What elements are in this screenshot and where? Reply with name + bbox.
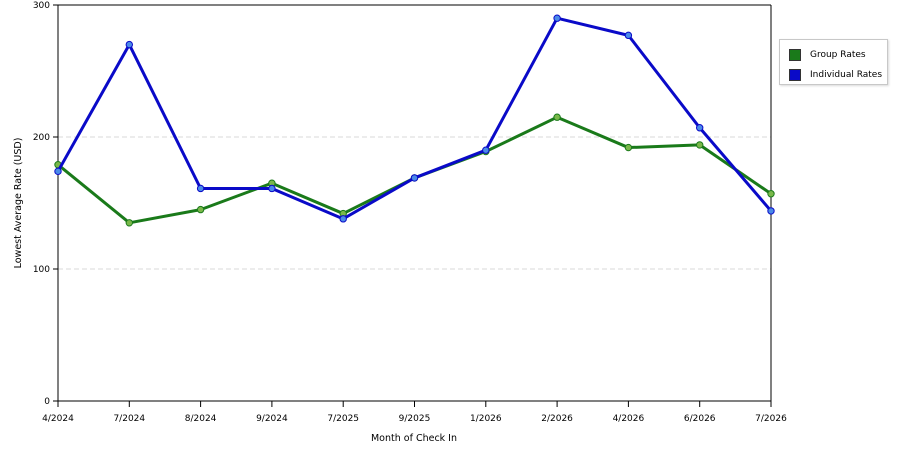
x-tick-label: 4/2024: [42, 414, 74, 424]
legend-item-group-rates: Group Rates: [789, 48, 866, 62]
x-tick-label: 7/2026: [755, 414, 787, 424]
y-ticks: 0 100 200 300: [33, 1, 58, 407]
data-point: [553, 14, 561, 22]
data-point: [410, 174, 419, 182]
x-tick-label: 7/2024: [113, 414, 145, 424]
series-1: [54, 14, 775, 223]
data-point: [482, 146, 490, 154]
x-tick-label: 2/2026: [541, 414, 573, 424]
x-axis-title: Month of Check In: [371, 433, 457, 444]
gridlines: [58, 136, 771, 270]
data-point: [553, 113, 561, 121]
x-ticks: 4/2024 7/2024 8/2024 9/2024 7/2025 9/2025 1/20…: [42, 401, 787, 424]
data-point: [196, 184, 205, 193]
x-tick-label: 6/2026: [684, 414, 716, 424]
data-point: [268, 184, 276, 193]
data-point: [54, 167, 62, 176]
y-tick-label: 300: [33, 1, 50, 11]
legend-swatch-individual-rates: [789, 69, 801, 81]
data-point: [339, 215, 347, 223]
x-tick-label: 4/2026: [613, 414, 645, 424]
data-point: [767, 207, 775, 215]
y-tick-label: 100: [33, 265, 50, 275]
series-line: [56, 16, 773, 221]
x-tick-label: 9/2025: [399, 414, 431, 424]
series-0: [54, 113, 775, 227]
legend-item-individual-rates: Individual Rates: [789, 68, 882, 82]
legend-label-group-rates: Group Rates: [810, 50, 866, 60]
data-point: [624, 143, 633, 152]
legend-swatch-group-rates: [789, 49, 801, 61]
x-tick-label: 9/2024: [256, 414, 288, 424]
axes: [57, 4, 772, 402]
series: [54, 14, 775, 227]
data-point: [624, 31, 633, 40]
data-point: [767, 190, 775, 198]
data-point: [125, 219, 134, 227]
data-point: [196, 205, 205, 214]
data-point: [125, 40, 134, 49]
x-tick-label: 1/2026: [470, 414, 502, 424]
legend: Group Rates Individual Rates: [779, 39, 888, 85]
legend-label-individual-rates: Individual Rates: [810, 70, 883, 80]
y-tick-label: 0: [44, 397, 50, 407]
x-tick-label: 8/2024: [185, 414, 217, 424]
y-axis-title: Lowest Average Rate (USD): [13, 138, 24, 269]
data-point: [696, 124, 704, 132]
y-tick-label: 200: [33, 133, 50, 143]
x-tick-label: 7/2025: [327, 414, 359, 424]
series-line: [57, 115, 772, 225]
data-point: [696, 141, 704, 149]
